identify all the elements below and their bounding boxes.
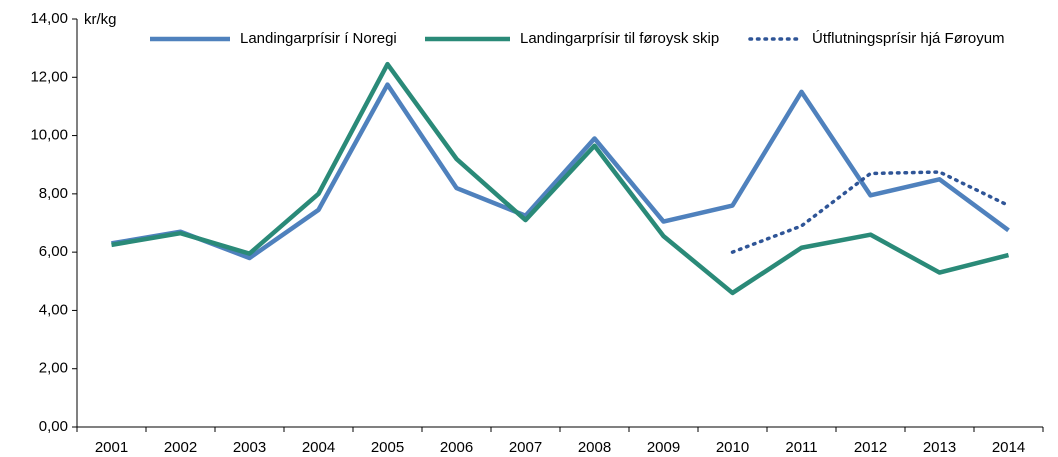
x-tick-label: 2003 — [233, 439, 266, 456]
x-tick-label: 2012 — [854, 439, 887, 456]
x-tick-label: 2007 — [509, 439, 542, 456]
legend-label: Útflutningsprísir hjá Føroyum — [812, 30, 1005, 47]
unit-label: kr/kg — [84, 11, 117, 28]
legend-label: Landingarprísir til føroysk skip — [520, 30, 719, 47]
x-tick-label: 2002 — [164, 439, 197, 456]
y-tick-label: 10,00 — [30, 127, 68, 144]
x-tick-label: 2014 — [992, 439, 1025, 456]
y-tick-label: 0,00 — [39, 418, 68, 435]
x-tick-label: 2013 — [923, 439, 956, 456]
x-tick-label: 2010 — [716, 439, 749, 456]
series-line — [730, 170, 1011, 254]
x-tick-label: 2011 — [785, 439, 817, 456]
y-tick-label: 12,00 — [30, 68, 68, 85]
y-tick-label: 4,00 — [39, 301, 68, 318]
legend-label: Landingarprísir í Noregi — [240, 30, 397, 47]
series-line — [111, 61, 1010, 296]
y-tick-label: 8,00 — [39, 185, 68, 202]
series-line — [111, 82, 1010, 261]
y-tick-label: 6,00 — [39, 243, 68, 260]
y-tick-label: 14,00 — [30, 10, 68, 27]
y-tick-label: 2,00 — [39, 360, 68, 377]
x-tick-label: 2004 — [302, 439, 335, 456]
x-tick-label: 2006 — [440, 439, 473, 456]
x-tick-label: 2005 — [371, 439, 404, 456]
x-tick-label: 2009 — [647, 439, 680, 456]
x-tick-label: 2008 — [578, 439, 611, 456]
x-tick-label: 2001 — [95, 439, 128, 456]
